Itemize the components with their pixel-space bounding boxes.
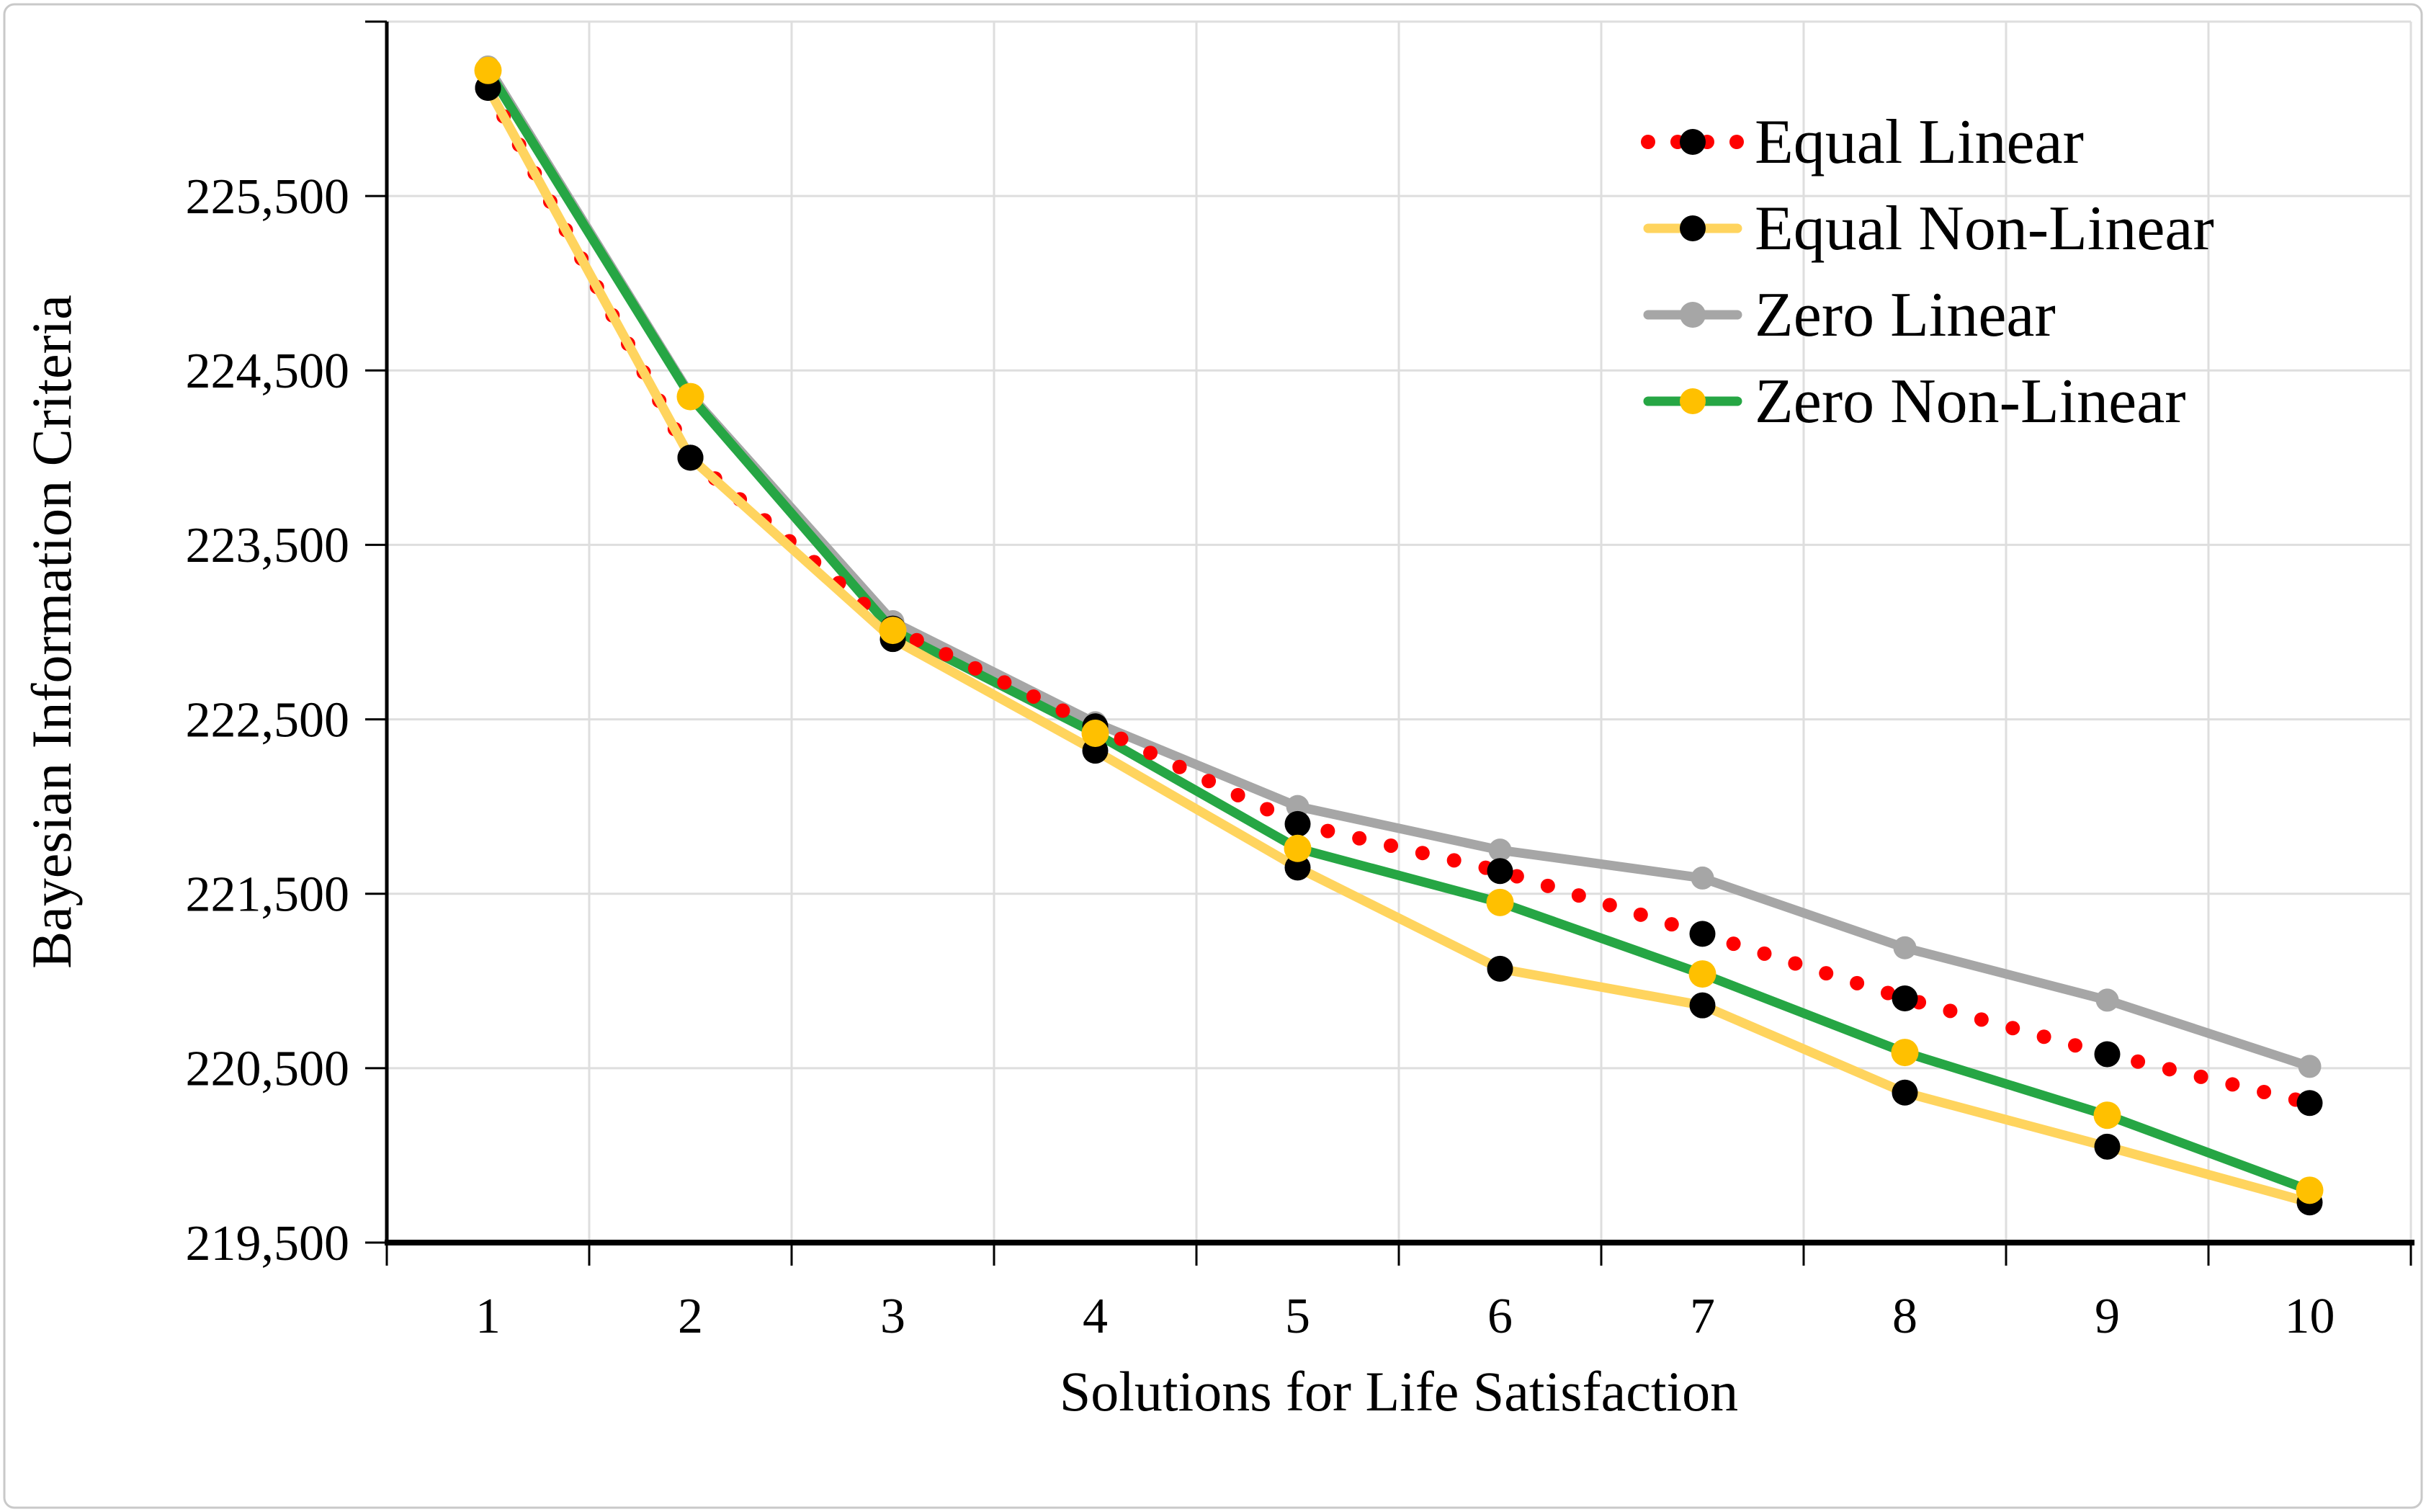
legend-item-zero-linear: Zero Linear xyxy=(1643,280,2056,350)
series-marker-equal-linear xyxy=(1689,921,1716,947)
series-marker-zero-non-linear xyxy=(1891,1039,1919,1067)
legend: Equal Linear Equal Non-Linear Zero Linear Z… xyxy=(1641,107,2214,437)
x-tick-label: 3 xyxy=(880,1289,905,1344)
y-tick-label: 223,500 xyxy=(186,518,350,573)
series-marker-zero-linear xyxy=(1893,936,1917,959)
legend-swatch-marker-equal-non-linear xyxy=(1680,215,1706,241)
legend-label-equal-linear: Equal Linear xyxy=(1755,107,2084,177)
x-tick-label: 7 xyxy=(1690,1289,1715,1344)
series-marker-equal-non-linear xyxy=(1284,854,1311,881)
series-marker-zero-non-linear xyxy=(474,56,502,84)
legend-swatch-marker-zero-linear xyxy=(1680,302,1706,328)
x-axis-title: Solutions for Life Satisfaction xyxy=(1060,1360,1738,1423)
y-tick-label: 221,500 xyxy=(186,867,350,923)
series-marker-zero-linear xyxy=(2095,988,2119,1012)
series-marker-zero-non-linear xyxy=(1486,888,1514,916)
series-marker-equal-linear xyxy=(1892,985,1918,1011)
x-tick-label: 9 xyxy=(2095,1289,2120,1344)
x-tick-label: 1 xyxy=(475,1289,501,1344)
x-tick-label: 4 xyxy=(1083,1289,1108,1344)
series-marker-equal-linear xyxy=(1487,858,1513,885)
y-tick-label: 219,500 xyxy=(186,1216,350,1271)
axes-group: 219,500 220,500 221,500 222,500 223,500 224,5… xyxy=(186,20,2414,1344)
x-tick-label: 2 xyxy=(678,1289,703,1344)
legend-item-equal-linear: Equal Linear xyxy=(1641,107,2084,177)
y-tick-label: 224,500 xyxy=(186,344,350,399)
series-line-equal-non-linear xyxy=(483,83,2314,1207)
series-marker-equal-non-linear xyxy=(1487,955,1513,982)
series-marker-zero-non-linear xyxy=(2296,1176,2324,1204)
x-tick-label: 8 xyxy=(1892,1289,1917,1344)
legend-swatch-marker-zero-non-linear xyxy=(1680,388,1706,414)
series-marker-equal-non-linear xyxy=(1892,1079,1918,1106)
chart-border xyxy=(3,3,2423,1509)
series-marker-zero-non-linear xyxy=(1284,834,1312,862)
legend-swatch-marker-equal-linear xyxy=(1680,129,1706,155)
legend-label-equal-non-linear: Equal Non-Linear xyxy=(1755,194,2214,264)
series-marker-zero-non-linear xyxy=(879,617,907,645)
series-marker-zero-non-linear xyxy=(1081,719,1109,747)
y-tick-label: 222,500 xyxy=(186,692,350,748)
legend-item-equal-non-linear: Equal Non-Linear xyxy=(1643,194,2214,264)
x-tick-label: 6 xyxy=(1487,1289,1513,1344)
series-marker-equal-non-linear xyxy=(677,444,704,471)
series-marker-equal-linear xyxy=(1284,810,1311,837)
x-tick-label: 10 xyxy=(2285,1289,2335,1344)
series-marker-equal-non-linear xyxy=(2094,1133,2121,1160)
legend-item-zero-non-linear: Zero Non-Linear xyxy=(1643,367,2186,437)
series-marker-zero-non-linear xyxy=(676,383,704,411)
legend-label-zero-non-linear: Zero Non-Linear xyxy=(1755,367,2186,437)
series-marker-zero-linear xyxy=(2298,1055,2322,1078)
series-marker-equal-linear xyxy=(2296,1090,2323,1117)
series-marker-equal-non-linear xyxy=(1689,992,1716,1019)
series-marker-zero-non-linear xyxy=(1688,960,1716,988)
series-marker-zero-non-linear xyxy=(2093,1101,2121,1129)
series-marker-zero-linear xyxy=(1691,866,1714,890)
y-tick-label: 225,500 xyxy=(186,169,350,225)
y-axis-title: Bayesian Information Criteria xyxy=(20,295,83,969)
series-line-zero-non-linear xyxy=(483,66,2314,1195)
series-marker-zero-linear xyxy=(1488,838,1512,862)
series-group xyxy=(474,55,2324,1216)
x-tick-label: 5 xyxy=(1285,1289,1310,1344)
y-tick-label: 220,500 xyxy=(186,1042,350,1097)
legend-label-zero-linear: Zero Linear xyxy=(1755,280,2056,350)
series-marker-zero-linear xyxy=(1286,795,1310,818)
series-marker-equal-linear xyxy=(2094,1041,2121,1068)
